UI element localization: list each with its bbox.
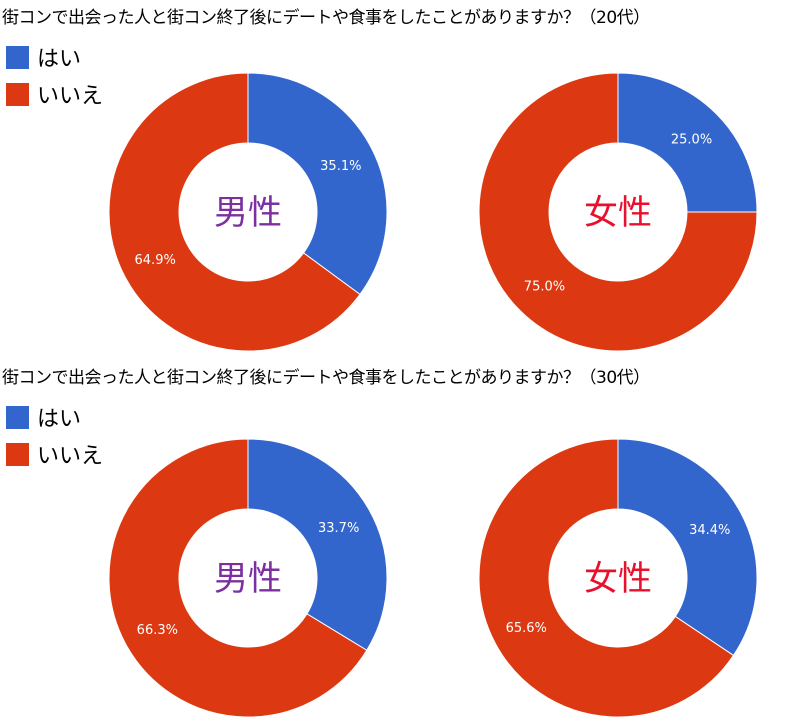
chart-title-30s: 街コンで出会った人と街コン終了後にデートや食事をしたことがありますか？（30代） (2, 368, 650, 388)
legend-label-no: いいえ (37, 84, 104, 109)
donut-30s-male: 33.7% 66.3% 男性 (108, 438, 388, 718)
slice-yes (617, 72, 758, 213)
legend-item-yes: はい (6, 402, 103, 432)
data-label-no: 64.9% (135, 253, 176, 268)
donut-20s-male: 35.1% 64.9% 男性 (108, 72, 388, 352)
data-label-yes: 33.7% (318, 521, 359, 536)
chart-panel-30s: 街コンで出会った人と街コン終了後にデートや食事をしたことがありますか？（30代）… (0, 360, 800, 719)
donut-chart: 35.1% 64.9% 男性 (108, 72, 388, 352)
chart-title-20s: 街コンで出会った人と街コン終了後にデートや食事をしたことがありますか？（20代） (2, 8, 650, 28)
center-label: 女性 (584, 559, 652, 599)
center-label: 男性 (214, 559, 282, 599)
slice-no (108, 438, 368, 718)
slice-yes (247, 72, 388, 296)
legend-label-yes: はい (37, 47, 82, 72)
data-label-yes: 34.4% (689, 523, 730, 538)
data-label-yes: 25.0% (671, 132, 712, 147)
legend-20s: はい いいえ (6, 42, 103, 116)
legend-30s: はい いいえ (6, 402, 103, 476)
donut-chart: 33.7% 66.3% 男性 (108, 438, 388, 718)
data-label-no: 65.6% (506, 621, 547, 636)
slice-no (108, 72, 361, 352)
slice-no (478, 72, 758, 352)
chart-panel-20s: 街コンで出会った人と街コン終了後にデートや食事をしたことがありますか？（20代）… (2, 8, 758, 352)
data-label-no: 75.0% (524, 280, 565, 295)
center-label: 男性 (214, 193, 282, 233)
legend-item-no: いいえ (6, 79, 103, 109)
slice-yes (617, 438, 758, 657)
slice-yes (247, 438, 388, 651)
data-label-no: 66.3% (137, 623, 178, 638)
legend-item-yes: はい (6, 42, 103, 72)
slice-no (478, 438, 735, 718)
legend-swatch-no (6, 82, 29, 106)
center-label: 女性 (584, 193, 652, 233)
legend-swatch-no (6, 442, 29, 466)
donut-chart: 34.4% 65.6% 女性 (478, 438, 758, 718)
donut-30s-female: 34.4% 65.6% 女性 (478, 438, 758, 718)
legend-swatch-yes (6, 45, 29, 69)
donut-chart: 25.0% 75.0% 女性 (478, 72, 758, 352)
legend-item-no: いいえ (6, 439, 103, 469)
legend-swatch-yes (6, 405, 29, 429)
legend-label-no: いいえ (37, 444, 104, 469)
donut-20s-female: 25.0% 75.0% 女性 (478, 72, 758, 352)
legend-label-yes: はい (37, 407, 82, 432)
data-label-yes: 35.1% (320, 159, 361, 174)
